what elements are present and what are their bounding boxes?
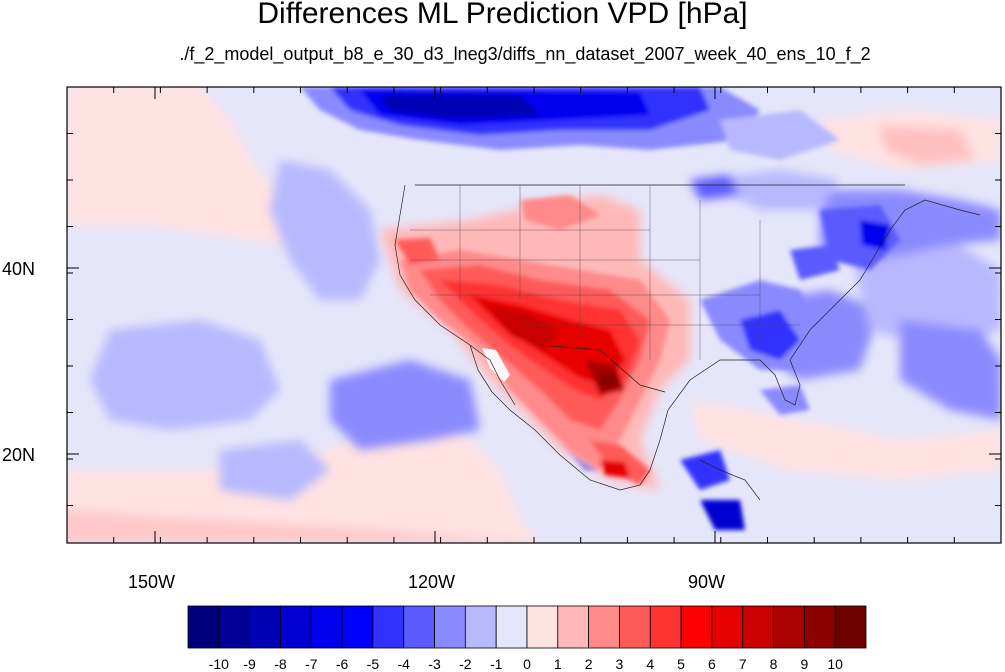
colorbar-swatch	[742, 605, 774, 649]
colorbar-label: 9	[800, 656, 809, 672]
colorbar-label: -9	[243, 656, 256, 672]
map-field	[67, 87, 1001, 543]
coastlines	[394, 184, 981, 501]
lat-tick-40n: 40N	[2, 259, 36, 279]
colorbar-label: 0	[523, 656, 531, 672]
colorbar-swatch	[341, 605, 374, 649]
colorbar-swatch	[280, 605, 312, 649]
colorbar-label: -8	[274, 656, 287, 672]
colorbar-swatch	[834, 605, 867, 649]
colorbar-swatch	[773, 605, 805, 649]
colorbar-swatch	[310, 605, 343, 649]
lon-tick-90w: 90W	[688, 572, 726, 592]
colorbar-swatch	[588, 605, 620, 649]
colorbar-swatch	[526, 605, 559, 649]
colorbar-swatch	[249, 605, 281, 649]
colorbar-swatch	[218, 605, 251, 649]
colorbar-label: -2	[459, 656, 472, 672]
chart-title: Differences ML Prediction VPD [hPa]	[257, 0, 748, 30]
colorbar-swatch	[619, 605, 651, 649]
lat-tick-20n: 20N	[2, 445, 36, 465]
colorbar-label: -1	[489, 656, 503, 672]
chart-subtitle: ./f_2_model_output_b8_e_30_d3_lneg3/diff…	[179, 44, 871, 64]
colorbar-label: 1	[553, 656, 562, 672]
colorbar-swatch	[711, 605, 744, 649]
lon-tick-150w: 150W	[128, 572, 176, 592]
colorbar-label: -10	[208, 656, 229, 672]
blue-regions	[90, 160, 1001, 500]
colorbar-swatch	[557, 605, 590, 649]
colorbar-label: -6	[335, 656, 349, 672]
canada-blue-band	[300, 87, 840, 160]
colorbar-swatch	[187, 605, 220, 649]
colorbar-swatch	[803, 605, 836, 649]
colorbar-swatch	[372, 605, 405, 649]
colorbar-label: 7	[738, 656, 747, 672]
colorbar-label: 10	[827, 656, 843, 672]
colorbar-swatch	[680, 605, 713, 649]
axis-ticks	[66, 86, 1001, 543]
colorbar-label: 5	[677, 656, 685, 672]
state-borders	[410, 185, 800, 360]
colorbar-label: -4	[397, 656, 410, 672]
colorbar-label: -7	[305, 656, 318, 672]
colorbar-label: 4	[646, 656, 655, 672]
colorbar-swatch	[495, 605, 528, 649]
colorbar-label: -3	[428, 656, 441, 672]
colorbar-label: -5	[366, 656, 380, 672]
colorbar-label: 2	[584, 656, 593, 672]
colorbar-swatch	[464, 605, 497, 649]
colorbar-label: 8	[769, 656, 778, 672]
colorbar-swatch	[403, 605, 435, 649]
lon-tick-120w: 120W	[408, 572, 456, 592]
southwest-red-core	[395, 195, 670, 485]
colorbar-swatch	[434, 605, 466, 649]
colorbar-label: 3	[615, 656, 624, 672]
baja-light-streak	[482, 348, 510, 382]
colorbar-swatch	[649, 605, 682, 649]
colorbar-label: 6	[708, 656, 716, 672]
colorbar	[187, 605, 867, 649]
